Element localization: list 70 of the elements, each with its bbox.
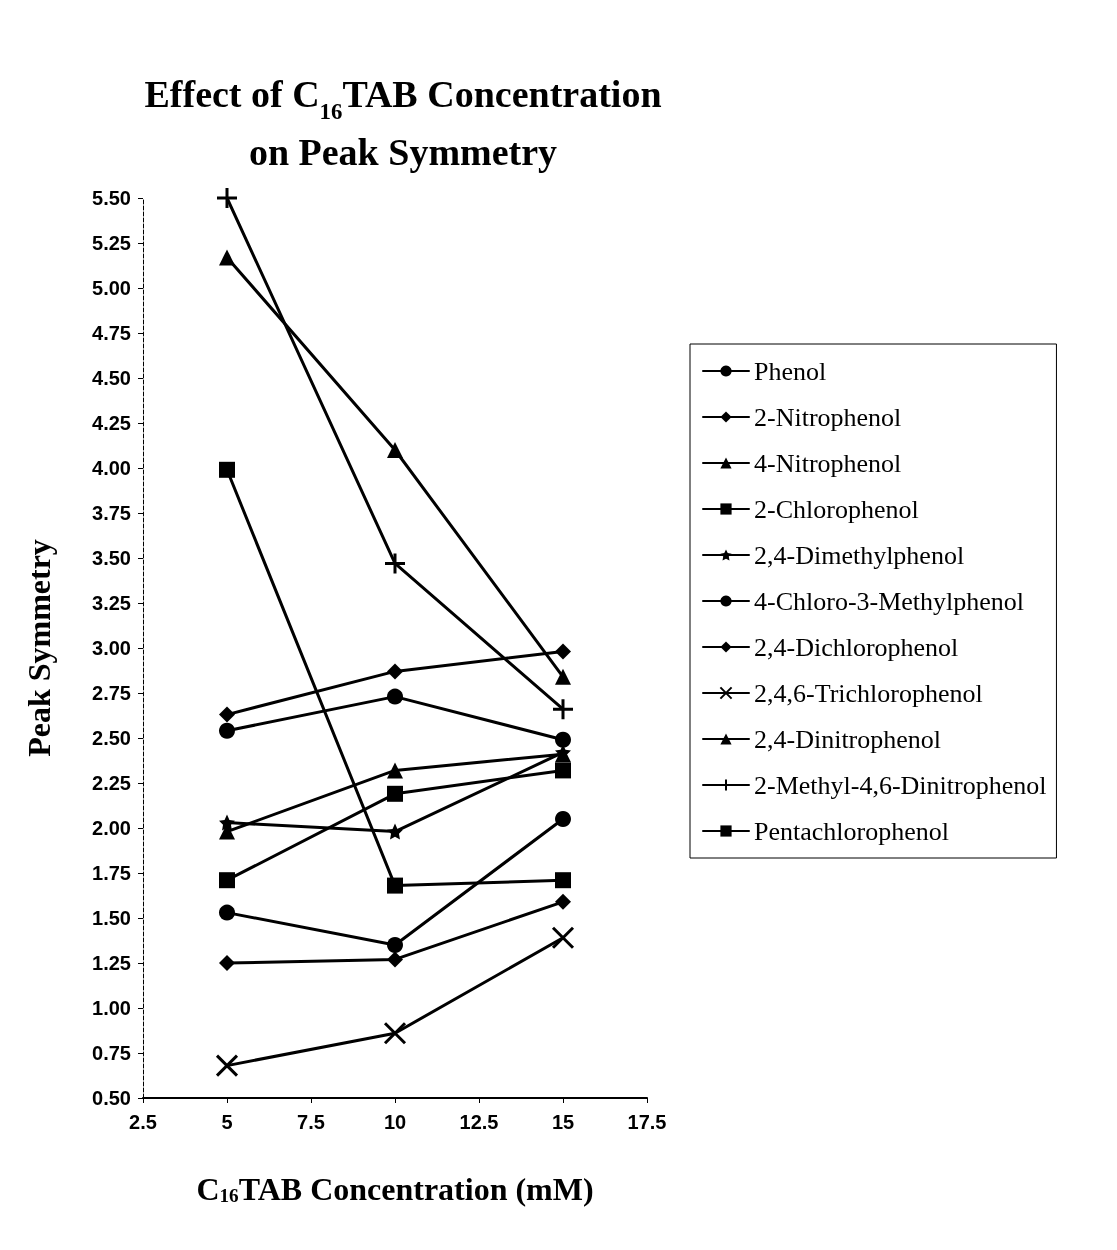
y-tick-label: 4.25 bbox=[92, 412, 131, 434]
legend-label: 2-Chlorophenol bbox=[754, 494, 919, 524]
legend-label: 2-Nitrophenol bbox=[754, 402, 902, 432]
y-tick-label: 0.50 bbox=[92, 1087, 131, 1109]
legend-label: 4-Chloro-3-Methylphenol bbox=[754, 586, 1025, 616]
point bbox=[555, 643, 571, 660]
legend-label: 2-Methyl-4,6-Dinitrophenol bbox=[754, 770, 1047, 800]
y-tick-label: 0.75 bbox=[92, 1042, 131, 1064]
y-tick-label: 2.75 bbox=[92, 682, 131, 704]
y-tick-label: 2.50 bbox=[92, 727, 131, 749]
x-tick-label: 7.5 bbox=[297, 1111, 325, 1133]
x-tick-label: 2.5 bbox=[129, 1111, 157, 1133]
point bbox=[387, 937, 403, 953]
x-tick-label: 15 bbox=[551, 1111, 575, 1133]
y-axis-title: Peak Symmetry bbox=[21, 539, 57, 757]
y-tick-label: 1.50 bbox=[92, 907, 131, 929]
y-tick-label: 5.50 bbox=[92, 187, 131, 209]
y-tick-label: 1.25 bbox=[92, 952, 131, 974]
y-tick-label: 5.00 bbox=[92, 277, 131, 299]
legend-label: 2,4-Dinitrophenol bbox=[754, 724, 942, 754]
y-tick-label: 5.25 bbox=[92, 232, 131, 254]
x-tick-label: 5 bbox=[221, 1111, 233, 1133]
point bbox=[219, 461, 235, 478]
point bbox=[387, 663, 403, 680]
legend-label: 2,4,6-Trichlorophenol bbox=[754, 678, 983, 708]
point bbox=[555, 731, 571, 748]
point bbox=[215, 1054, 239, 1078]
point bbox=[387, 877, 403, 894]
point bbox=[219, 249, 235, 266]
point bbox=[219, 722, 235, 739]
point bbox=[215, 186, 239, 210]
y-tick-label: 1.00 bbox=[92, 997, 131, 1019]
y-tick-label: 2.00 bbox=[92, 817, 131, 839]
point bbox=[551, 697, 575, 721]
point bbox=[387, 762, 403, 779]
point bbox=[555, 872, 571, 889]
legend-label: Phenol bbox=[754, 356, 827, 386]
y-tick-label: 1.75 bbox=[92, 862, 131, 884]
y-tick-label: 4.75 bbox=[92, 322, 131, 344]
x-tick-label: 17.5 bbox=[627, 1111, 667, 1133]
x-axis-title: C16TAB Concentration (mM) bbox=[196, 1171, 594, 1207]
legend-label: 2,4-Dichlorophenol bbox=[754, 632, 959, 662]
point bbox=[555, 811, 571, 827]
x-tick-label: 12.5 bbox=[459, 1111, 499, 1133]
point bbox=[387, 951, 403, 968]
point bbox=[219, 872, 235, 889]
legend-label: Pentachlorophenol bbox=[754, 816, 949, 846]
y-tick-label: 4.00 bbox=[92, 457, 131, 479]
point bbox=[555, 668, 571, 685]
point bbox=[219, 706, 235, 723]
point bbox=[219, 814, 235, 831]
x-tick-label: 10 bbox=[383, 1111, 407, 1133]
point bbox=[219, 955, 235, 971]
y-tick-label: 3.75 bbox=[92, 502, 131, 524]
point bbox=[219, 904, 235, 921]
point bbox=[551, 926, 575, 950]
y-tick-label: 3.50 bbox=[92, 547, 131, 569]
legend-label: 2,4-Dimethylphenol bbox=[754, 540, 965, 570]
y-tick-label: 3.00 bbox=[92, 637, 131, 659]
point bbox=[387, 785, 403, 802]
y-tick-label: 4.50 bbox=[92, 367, 131, 389]
point bbox=[387, 688, 403, 705]
point bbox=[387, 823, 403, 840]
y-tick-label: 2.25 bbox=[92, 772, 131, 794]
y-tick-label: 3.25 bbox=[92, 592, 131, 614]
legend-label: 4-Nitrophenol bbox=[754, 448, 902, 478]
point bbox=[387, 442, 403, 458]
point bbox=[555, 893, 571, 910]
point bbox=[383, 1021, 407, 1045]
point bbox=[555, 762, 571, 779]
